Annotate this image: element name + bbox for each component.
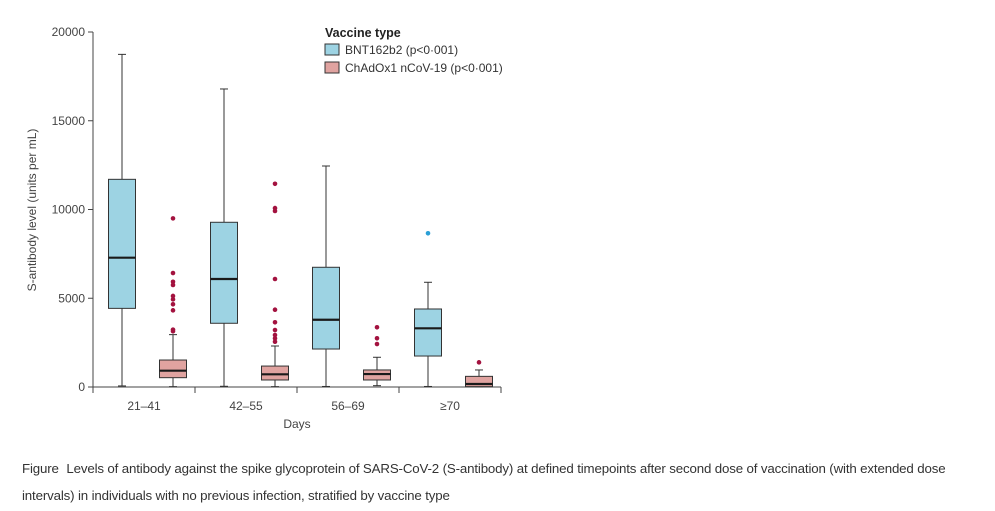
outlier-point bbox=[170, 308, 176, 313]
figure-caption: Figure Levels of antibody against the sp… bbox=[22, 455, 992, 509]
outlier-point bbox=[170, 328, 176, 334]
outlier-point bbox=[170, 279, 176, 285]
outlier-point bbox=[170, 282, 176, 288]
box-bnt162b2-1 bbox=[210, 88, 238, 387]
box-chadox1-ncov-19-1 bbox=[261, 181, 289, 388]
box-bnt162b2-2 bbox=[312, 165, 340, 387]
y-tick-label: 10000 bbox=[52, 203, 86, 217]
outlier-point bbox=[170, 270, 176, 276]
outlier-point bbox=[272, 181, 278, 187]
y-tick-label: 20000 bbox=[52, 25, 86, 39]
outlier-point bbox=[272, 336, 278, 341]
legend-label-bnt162b2: BNT162b2 (p<0·001) bbox=[345, 43, 458, 57]
box-iqr bbox=[210, 221, 238, 324]
box-iqr bbox=[159, 359, 187, 379]
outlier-point bbox=[374, 335, 380, 341]
outlier-point bbox=[272, 208, 278, 214]
box-iqr bbox=[414, 308, 442, 357]
x-tick-label: 42–55 bbox=[229, 399, 263, 413]
box-bnt162b2-3 bbox=[414, 230, 442, 387]
x-tick-label: 21–41 bbox=[127, 399, 161, 413]
box-chadox1-ncov-19-3 bbox=[465, 360, 493, 388]
box-iqr bbox=[312, 266, 340, 350]
outlier-point bbox=[272, 276, 278, 282]
outlier-point bbox=[272, 339, 278, 345]
box-chadox1-ncov-19-0 bbox=[159, 216, 187, 388]
y-axis: 0 5000 10000 15000 20000 bbox=[52, 25, 94, 394]
outlier-point bbox=[170, 293, 176, 299]
outlier-point bbox=[170, 301, 176, 307]
box-iqr bbox=[465, 375, 493, 388]
x-tick-label: 56–69 bbox=[331, 399, 365, 413]
box-chadox1-ncov-19-2 bbox=[363, 324, 391, 387]
y-axis-label: S-antibody level (units per mL) bbox=[25, 129, 39, 292]
legend: Vaccine type BNT162b2 (p<0·001) ChAdOx1 … bbox=[324, 26, 503, 75]
x-axis-label: Days bbox=[283, 417, 310, 431]
box-bnt162b2-0 bbox=[108, 53, 136, 387]
boxes bbox=[108, 53, 493, 388]
outlier-point bbox=[272, 307, 278, 312]
y-tick-label: 0 bbox=[78, 380, 85, 394]
outlier-point bbox=[374, 341, 380, 347]
legend-swatch-chadox1 bbox=[324, 61, 340, 74]
x-axis: 21–41 42–55 56–69 ≥70 bbox=[92, 386, 502, 413]
y-tick-label: 5000 bbox=[58, 291, 85, 305]
box-iqr bbox=[108, 178, 136, 309]
box-iqr bbox=[261, 365, 289, 381]
outlier-point bbox=[476, 360, 482, 365]
legend-swatch-bnt162b2 bbox=[324, 43, 340, 56]
outlier-point bbox=[272, 327, 278, 333]
caption-lead: Figure bbox=[22, 461, 59, 476]
caption-text: Levels of antibody against the spike gly… bbox=[22, 461, 946, 503]
outlier-point bbox=[374, 324, 380, 330]
y-tick-label: 15000 bbox=[52, 114, 86, 128]
legend-label-chadox1: ChAdOx1 nCoV-19 (p<0·001) bbox=[345, 61, 503, 75]
outlier-point bbox=[272, 320, 278, 325]
outlier-point bbox=[170, 297, 176, 302]
outlier-point bbox=[170, 216, 176, 221]
outlier-point bbox=[425, 230, 431, 236]
x-tick-label: ≥70 bbox=[440, 399, 460, 413]
legend-title: Vaccine type bbox=[325, 26, 401, 40]
outlier-point bbox=[272, 332, 278, 338]
